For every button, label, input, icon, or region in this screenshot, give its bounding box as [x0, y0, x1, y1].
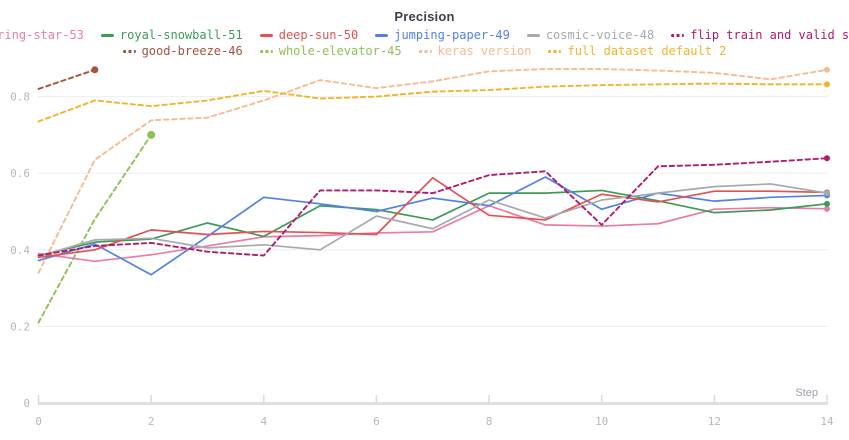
- legend-item-good-breeze-46[interactable]: good-breeze-46: [122, 44, 243, 58]
- series-line-jumping-paper-49: [37, 176, 828, 276]
- legend-solid-line-icon: [526, 33, 540, 37]
- series-line-keras-version: [37, 68, 828, 274]
- legend-item-royal-snowball-51[interactable]: royal-snowball-51: [100, 28, 243, 42]
- series-line-full-dataset-default-2: [37, 82, 828, 123]
- series-end-dot-full-dataset-default-2: [823, 81, 830, 88]
- x-tick-label: 8: [486, 415, 493, 428]
- series-line-whole-elevator-45: [37, 133, 153, 324]
- y-tick-label: 0: [23, 397, 30, 410]
- series-line-royal-snowball-51: [37, 189, 828, 257]
- series-end-dot-whole-elevator-45: [147, 130, 156, 139]
- legend-dashed-line-icon: [259, 49, 273, 53]
- x-tick-label: 0: [35, 415, 42, 428]
- x-tick-label: 10: [595, 415, 608, 428]
- legend-label: cosmic-voice-48: [545, 28, 655, 42]
- legend-dashed-line-icon: [122, 49, 136, 53]
- series-end-dot-spring-star-53: [823, 205, 830, 212]
- legend-label: deep-sun-50: [278, 28, 359, 42]
- legend-item-full-dataset-default-2[interactable]: full dataset default 2: [548, 44, 726, 58]
- legend-dashed-line-icon: [418, 49, 432, 53]
- y-tick-label: 0.4: [10, 244, 30, 257]
- series-line-good-breeze-46: [37, 68, 96, 90]
- legend-label: royal-snowball-51: [119, 28, 243, 42]
- y-tick-label: 0.8: [10, 91, 30, 104]
- legend-label: full dataset default 2: [567, 44, 727, 58]
- series-line-flip-train-and-valid-sample: [37, 157, 828, 257]
- series-end-dot-good-breeze-46: [91, 66, 99, 74]
- legend-item-keras-version[interactable]: keras version: [418, 44, 532, 58]
- legend-label: spring-star-53: [0, 28, 84, 42]
- x-tick-label: 2: [148, 415, 155, 428]
- legend-solid-line-icon: [259, 33, 273, 37]
- legend-item-whole-elevator-45[interactable]: whole-elevator-45: [259, 44, 402, 58]
- series-end-dot-keras-version: [823, 66, 830, 73]
- x-tick-label: 12: [708, 415, 721, 428]
- legend-label: whole-elevator-45: [278, 44, 402, 58]
- legend-dashed-line-icon: [671, 33, 685, 37]
- y-tick-label: 0.2: [10, 320, 30, 333]
- series-end-dot-royal-snowball-51: [823, 200, 830, 207]
- y-tick-label: 0.6: [10, 167, 30, 180]
- legend-solid-line-icon: [375, 33, 389, 37]
- legend-label: flip train and valid sample: [690, 28, 849, 42]
- legend-label: jumping-paper-49: [394, 28, 510, 42]
- legend-item-cosmic-voice-48[interactable]: cosmic-voice-48: [526, 28, 655, 42]
- legend-item-deep-sun-50[interactable]: deep-sun-50: [259, 28, 359, 42]
- legend-dashed-line-icon: [548, 49, 562, 53]
- series-end-dot-cosmic-voice-48: [823, 190, 830, 197]
- series-line-spring-star-53: [37, 204, 828, 263]
- legend-label: keras version: [437, 44, 532, 58]
- legend: spring-star-53 royal-snowball-51 deep-sun-…: [0, 28, 849, 58]
- legend-item-jumping-paper-49[interactable]: jumping-paper-49: [375, 28, 510, 42]
- series-line-deep-sun-50: [37, 176, 828, 259]
- series-line-cosmic-voice-48: [37, 183, 828, 258]
- chart-title: Precision: [394, 9, 455, 24]
- legend-row-2: good-breeze-46 whole-elevator-45 keras ver…: [122, 44, 726, 58]
- legend-row-1: spring-star-53 royal-snowball-51 deep-sun-…: [0, 28, 849, 42]
- legend-item-flip-train-and-valid-sample[interactable]: flip train and valid sample: [671, 28, 849, 42]
- x-tick-label: 4: [260, 415, 267, 428]
- legend-item-spring-star-53[interactable]: spring-star-53: [0, 28, 84, 42]
- legend-label: good-breeze-46: [141, 44, 243, 58]
- x-tick-label: 14: [820, 415, 834, 428]
- series-end-dot-flip-train-and-valid-sample: [823, 155, 830, 162]
- x-axis-title: Step: [795, 387, 818, 399]
- legend-solid-line-icon: [100, 33, 114, 37]
- x-tick-label: 6: [373, 415, 380, 428]
